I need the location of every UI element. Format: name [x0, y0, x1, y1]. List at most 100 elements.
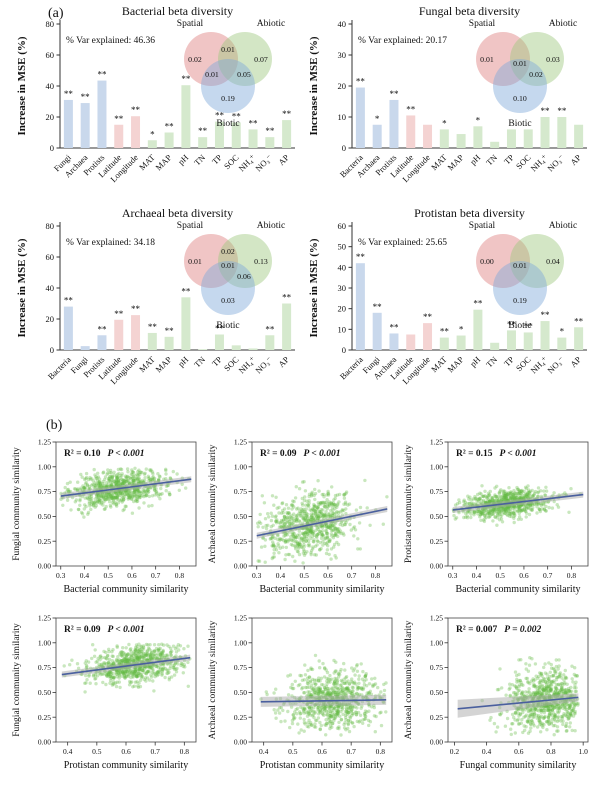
- data-point: [453, 517, 457, 521]
- data-point: [496, 494, 500, 499]
- data-point: [316, 687, 321, 691]
- data-point: [149, 649, 153, 653]
- y-tick-label: 80: [46, 19, 55, 29]
- data-point: [129, 494, 133, 499]
- data-point: [453, 503, 458, 507]
- data-point: [291, 532, 295, 536]
- data-point: [544, 509, 548, 513]
- y-tick-label: 0.25: [430, 537, 443, 546]
- data-point: [462, 498, 466, 502]
- data-point: [334, 504, 338, 508]
- data-point: [309, 723, 314, 727]
- data-point: [334, 660, 338, 664]
- y-tick-label: 60: [46, 252, 55, 262]
- data-point: [347, 502, 352, 506]
- data-point: [68, 663, 72, 667]
- data-point: [327, 552, 331, 557]
- data-point: [299, 705, 303, 709]
- data-point: [294, 535, 299, 540]
- data-point: [281, 511, 285, 515]
- data-point: [92, 486, 96, 490]
- data-point: [284, 538, 288, 542]
- venn-value-abiotic_biotic: 0.02: [529, 70, 543, 79]
- data-point: [359, 686, 363, 690]
- data-point: [521, 710, 525, 715]
- data-point: [256, 559, 260, 563]
- data-point: [103, 655, 107, 660]
- data-point: [307, 706, 312, 710]
- data-point: [462, 499, 466, 504]
- data-point: [167, 644, 171, 649]
- data-point: [367, 691, 371, 695]
- data-point: [116, 478, 121, 482]
- data-point: [122, 656, 127, 661]
- data-point: [536, 491, 540, 495]
- data-point: [520, 683, 524, 687]
- data-point: [479, 510, 484, 514]
- data-point: [509, 495, 513, 500]
- data-point: [524, 505, 528, 509]
- data-point: [107, 500, 112, 504]
- data-point: [305, 531, 309, 535]
- data-point: [78, 497, 82, 502]
- data-point: [135, 493, 139, 497]
- data-point: [134, 674, 139, 679]
- data-point: [297, 731, 301, 735]
- data-point: [504, 491, 508, 495]
- chart-title: Fungal beta diversity: [419, 4, 520, 18]
- data-point: [136, 474, 140, 478]
- data-point: [514, 692, 518, 696]
- data-point: [128, 659, 132, 663]
- data-point: [124, 479, 129, 484]
- data-point: [138, 650, 142, 654]
- data-point: [344, 681, 348, 686]
- data-point: [281, 508, 285, 513]
- data-point: [278, 546, 282, 550]
- data-point: [505, 497, 509, 501]
- data-point: [125, 493, 130, 497]
- data-point: [352, 534, 356, 538]
- data-point: [536, 490, 541, 494]
- data-point: [356, 547, 360, 551]
- data-point: [563, 705, 567, 709]
- data-point: [121, 481, 125, 486]
- data-point: [516, 492, 521, 496]
- data-point: [121, 479, 125, 483]
- data-point: [544, 485, 548, 489]
- sig-star: **: [97, 70, 107, 80]
- data-point: [558, 671, 562, 675]
- data-point: [478, 497, 482, 501]
- data-point: [521, 495, 525, 499]
- data-point: [318, 509, 322, 514]
- data-point: [287, 552, 292, 557]
- data-point: [113, 481, 118, 485]
- data-point: [151, 653, 155, 657]
- data-point: [344, 491, 348, 496]
- data-point: [109, 672, 113, 676]
- data-point: [108, 674, 113, 679]
- data-point: [290, 682, 294, 687]
- data-point: [509, 727, 513, 731]
- data-point: [337, 492, 342, 497]
- data-point: [302, 480, 306, 484]
- data-point: [533, 692, 538, 697]
- sig-star: **: [64, 89, 73, 99]
- x-tick-label: 0.3: [448, 571, 458, 580]
- data-point: [108, 678, 113, 683]
- data-point: [311, 709, 315, 714]
- data-point: [310, 515, 314, 520]
- data-point: [305, 512, 310, 517]
- data-point: [326, 690, 330, 695]
- sig-star: **: [198, 126, 208, 136]
- data-point: [300, 538, 304, 542]
- data-point: [306, 543, 310, 548]
- data-point: [328, 713, 332, 718]
- data-point: [137, 494, 141, 498]
- data-point: [505, 492, 510, 497]
- data-point: [538, 720, 543, 724]
- data-point: [145, 670, 149, 674]
- data-point: [159, 666, 163, 670]
- data-point: [79, 486, 83, 490]
- data-point: [554, 658, 558, 662]
- data-point: [323, 515, 327, 519]
